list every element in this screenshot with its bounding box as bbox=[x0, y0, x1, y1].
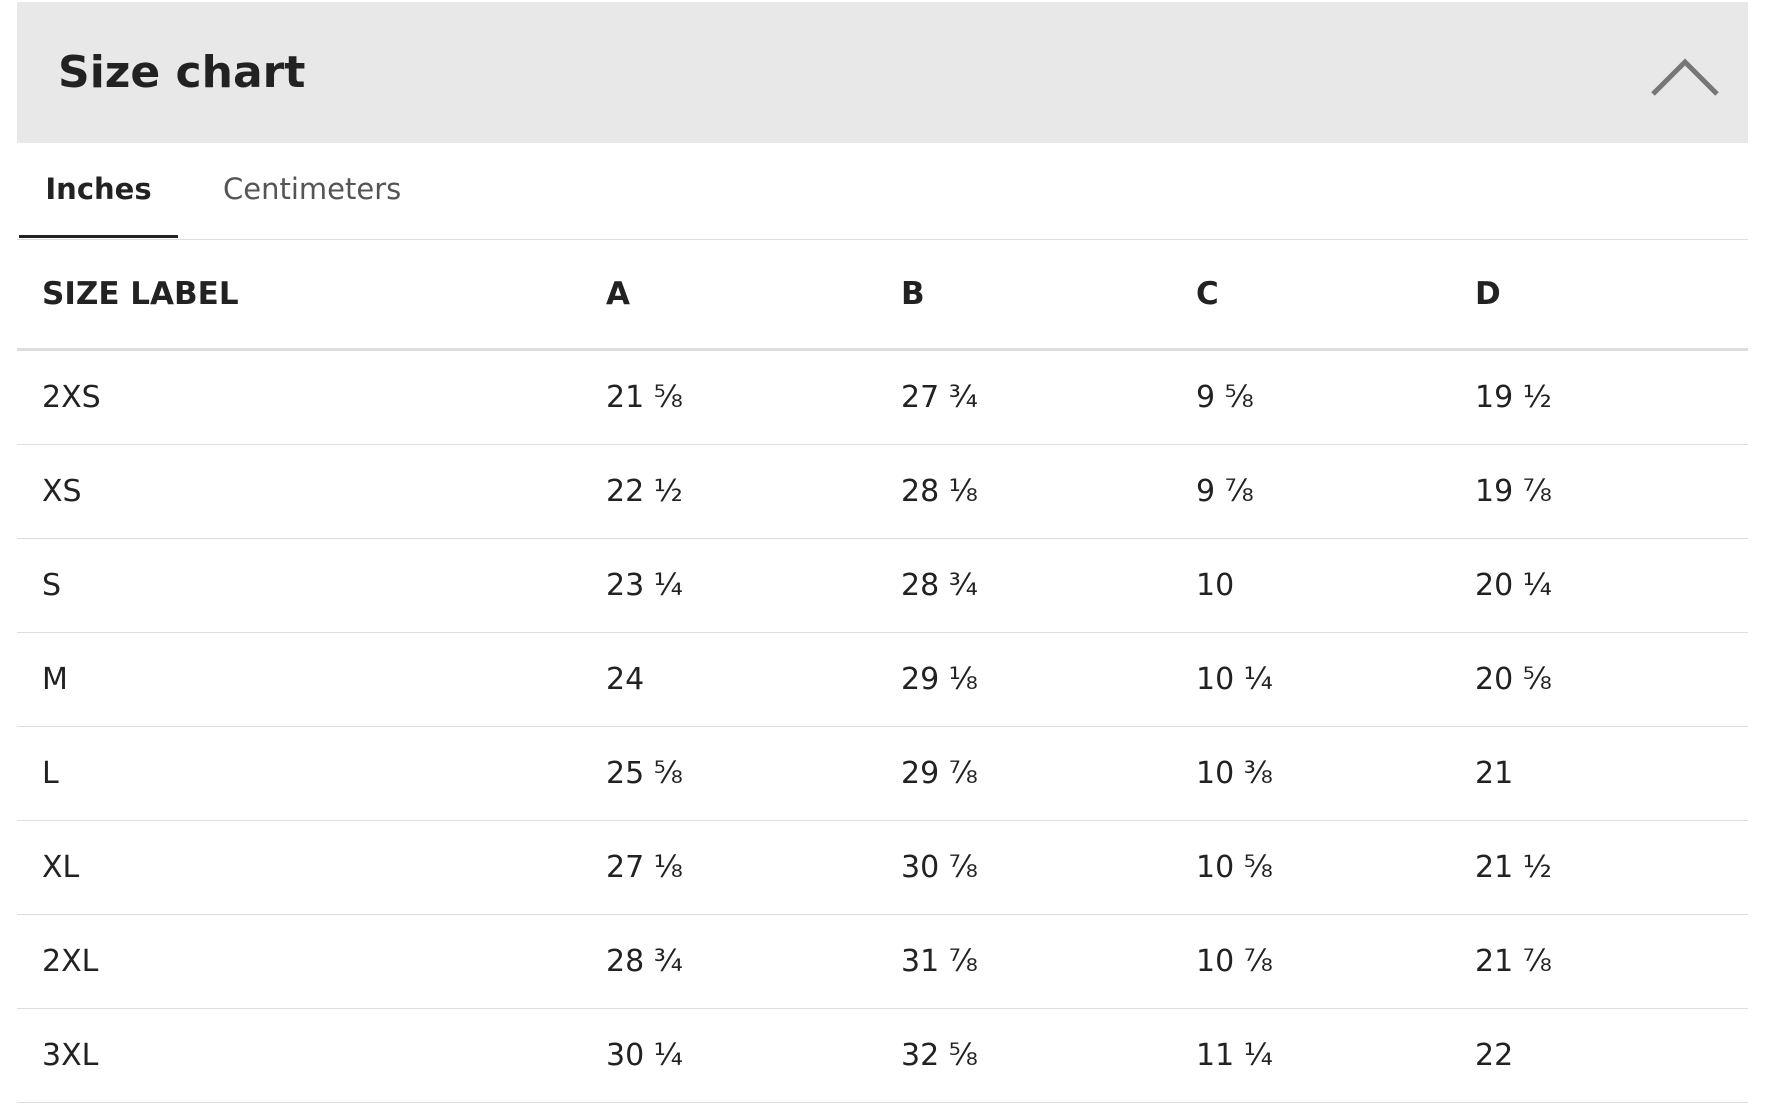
table-cell: 28 ¾ bbox=[901, 568, 978, 603]
table-cell: 22 bbox=[1475, 1038, 1514, 1073]
table-cell: 27 ⅛ bbox=[606, 850, 683, 885]
table-cell: 20 ¼ bbox=[1475, 568, 1552, 603]
column-header: A bbox=[606, 276, 630, 312]
table-cell: 9 ⅞ bbox=[1196, 474, 1254, 509]
table-cell: 21 bbox=[1475, 756, 1514, 791]
row-rule bbox=[17, 1008, 1748, 1009]
row-rule bbox=[17, 726, 1748, 727]
tab-bar: Inches Centimeters bbox=[17, 143, 1748, 240]
row-rule bbox=[17, 444, 1748, 445]
table-cell: 28 ⅛ bbox=[901, 474, 978, 509]
table-cell: S bbox=[42, 568, 62, 603]
table-cell: 22 ½ bbox=[606, 474, 683, 509]
table-cell: 29 ⅛ bbox=[901, 662, 978, 697]
row-rule bbox=[17, 820, 1748, 821]
header: Size chart bbox=[17, 2, 1748, 143]
table-cell: 21 ⅞ bbox=[1475, 944, 1552, 979]
table-cell: XS bbox=[42, 474, 82, 509]
collapse-toggle[interactable] bbox=[1647, 52, 1723, 102]
tab[interactable]: Inches bbox=[19, 143, 178, 238]
table-cell: 10 ⅜ bbox=[1196, 756, 1273, 791]
table-cell: L bbox=[42, 756, 59, 791]
column-header: D bbox=[1475, 276, 1501, 312]
table-cell: 10 ⅝ bbox=[1196, 850, 1273, 885]
table-cell: 32 ⅝ bbox=[901, 1038, 978, 1073]
row-rule bbox=[17, 632, 1748, 633]
table-cell: 10 ¼ bbox=[1196, 662, 1273, 697]
row-rule bbox=[17, 914, 1748, 915]
table-cell: 10 ⅞ bbox=[1196, 944, 1273, 979]
table-cell: 27 ¾ bbox=[901, 380, 978, 415]
table-cell: 30 ⅞ bbox=[901, 850, 978, 885]
table-cell: 30 ¼ bbox=[606, 1038, 683, 1073]
column-header: SIZE LABEL bbox=[42, 276, 239, 312]
table-cell: 9 ⅝ bbox=[1196, 380, 1254, 415]
table-cell: XL bbox=[42, 850, 80, 885]
table-cell: 21 ½ bbox=[1475, 850, 1552, 885]
table-cell: 3XL bbox=[42, 1038, 99, 1073]
table-cell: 19 ⅞ bbox=[1475, 474, 1552, 509]
column-header: B bbox=[901, 276, 925, 312]
table-cell: 19 ½ bbox=[1475, 380, 1552, 415]
table-cell: 2XS bbox=[42, 380, 101, 415]
table-cell: M bbox=[42, 662, 68, 697]
table-cell: 11 ¼ bbox=[1196, 1038, 1273, 1073]
table-cell: 2XL bbox=[42, 944, 99, 979]
table-cell: 29 ⅞ bbox=[901, 756, 978, 791]
table-cell: 25 ⅝ bbox=[606, 756, 683, 791]
title: Size chart bbox=[58, 47, 306, 98]
row-rule bbox=[17, 1102, 1748, 1103]
header-rule bbox=[17, 348, 1748, 351]
table-cell: 23 ¼ bbox=[606, 568, 683, 603]
row-rule bbox=[17, 538, 1748, 539]
column-header: C bbox=[1196, 276, 1219, 312]
table-cell: 28 ¾ bbox=[606, 944, 683, 979]
table-cell: 21 ⅝ bbox=[606, 380, 683, 415]
table-cell: 31 ⅞ bbox=[901, 944, 978, 979]
table-cell: 24 bbox=[606, 662, 645, 697]
tab[interactable]: Centimeters bbox=[223, 172, 402, 206]
table-cell: 10 bbox=[1196, 568, 1235, 603]
table-cell: 20 ⅝ bbox=[1475, 662, 1552, 697]
